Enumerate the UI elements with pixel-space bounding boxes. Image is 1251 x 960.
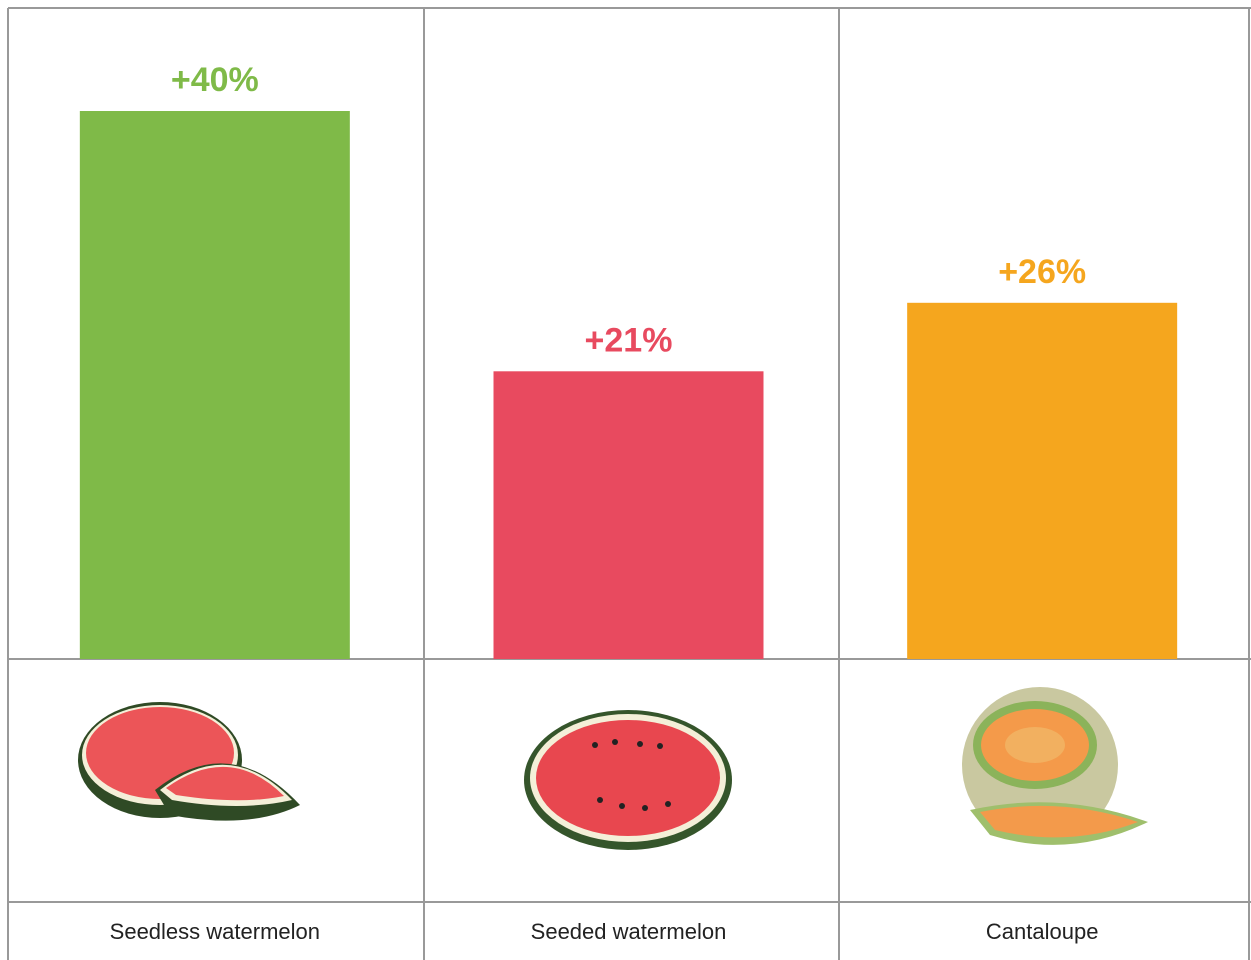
value-label: +40% (171, 61, 259, 99)
value-label: +26% (998, 253, 1086, 291)
category-label: Seedless watermelon (110, 919, 320, 944)
bar (80, 111, 350, 659)
cantaloupe-image (962, 687, 1148, 845)
category-label: Seeded watermelon (531, 919, 727, 944)
bar (494, 371, 764, 659)
page: +40% Seedless watermelon +21% Seeded waterm… (0, 0, 1251, 960)
seeded-watermelon-image (524, 710, 732, 850)
category-label: Cantaloupe (986, 919, 1099, 944)
seedless-watermelon-image (78, 702, 300, 821)
bar (907, 303, 1177, 659)
value-label: +21% (585, 321, 673, 359)
chart: +40% Seedless watermelon +21% Seeded waterm… (0, 0, 1251, 960)
